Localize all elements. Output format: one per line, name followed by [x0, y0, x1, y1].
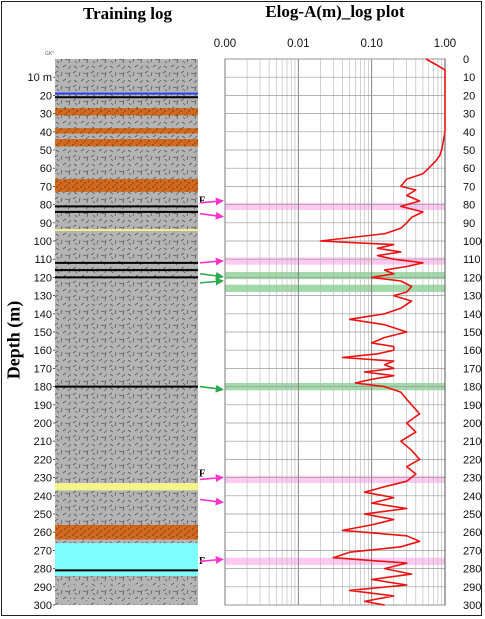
- y-tick-label: 20: [463, 90, 475, 102]
- left-depth-tick: 180: [34, 382, 52, 394]
- y-tick-label: 280: [463, 564, 481, 576]
- highlight-band-magenta: [225, 557, 445, 565]
- y-tick-label: 40: [463, 127, 475, 139]
- left-depth-tick: 200: [34, 418, 52, 430]
- arrow-magenta: [199, 211, 224, 220]
- x-tick-label: 0.01: [287, 38, 309, 50]
- left-depth-tick: 300: [34, 600, 52, 612]
- y-tick-label: 220: [463, 454, 481, 466]
- left-depth-tick: 140: [34, 309, 52, 321]
- layer-yellow-4: [55, 483, 198, 491]
- left-depth-tick: 220: [34, 454, 52, 466]
- left-depth-tick: 70: [40, 181, 52, 193]
- y-tick-label: 290: [463, 582, 481, 594]
- highlight-band-magenta: [225, 475, 445, 484]
- left-depth-tick: 290: [34, 582, 52, 594]
- training-log-title: Training log: [83, 4, 172, 23]
- highlight-band-magenta: [225, 257, 445, 265]
- left-depth-tick: 240: [34, 491, 52, 503]
- layer-orange-0: [55, 108, 198, 116]
- y-tick-label: 150: [463, 327, 481, 339]
- arrow-magenta: [199, 474, 224, 483]
- y-tick-label: 210: [463, 436, 481, 448]
- layer-orange-2: [55, 139, 198, 147]
- y-tick-label: 170: [463, 363, 481, 375]
- left-depth-tick: 150: [34, 327, 52, 339]
- left-depth-tick: 110: [34, 254, 52, 266]
- arrow-magenta: [199, 497, 224, 506]
- y-tick-label: 250: [463, 509, 481, 521]
- left-depth-tick: 210: [34, 436, 52, 448]
- layer-orange-5: [55, 524, 198, 540]
- y-tick-label: 70: [463, 181, 475, 193]
- left-depth-tick: 20: [40, 90, 52, 102]
- rock-background: [55, 59, 198, 605]
- highlight-band-magenta: [225, 202, 445, 211]
- left-depth-tick: 10 m: [28, 72, 52, 84]
- fault-mark: F: [199, 196, 205, 207]
- y-tick-label: 230: [463, 473, 481, 485]
- left-depth-tick: 80: [40, 200, 52, 212]
- y-tick-label: 160: [463, 345, 481, 357]
- arrow-green: [199, 384, 224, 393]
- left-depth-tick: 30: [40, 109, 52, 121]
- left-depth-tick: 100: [34, 236, 52, 248]
- fault-mark: F: [199, 469, 205, 480]
- left-depth-tick: 130: [34, 291, 52, 303]
- left-depth-tick: 260: [34, 527, 52, 539]
- left-depth-tick: 120: [34, 272, 52, 284]
- x-tick-label: 0.10: [360, 38, 382, 50]
- left-depth-tick: 230: [34, 473, 52, 485]
- arrow-magenta: [199, 197, 224, 206]
- y-tick-label: 60: [463, 163, 475, 175]
- correlation-arrows: [199, 197, 224, 564]
- layer-orange-3: [55, 179, 198, 192]
- y-tick-label: 200: [463, 418, 481, 430]
- arrow-magenta: [199, 257, 224, 266]
- y-tick-label: 240: [463, 491, 481, 503]
- y-tick-label: 120: [463, 272, 481, 284]
- y-tick-label: 90: [463, 218, 475, 230]
- y-tick-label: 50: [463, 145, 475, 157]
- log-plot-area: 0.00 0.01 0.10 1.00 0 10 20 30 40 50 60 70 80 90 100 11…: [214, 38, 482, 612]
- left-depth-tick: 90: [40, 218, 52, 230]
- y-tick-label: 260: [463, 527, 481, 539]
- y-tick-label: 10: [463, 72, 475, 84]
- training-log-column: GK°FFF10 m203040506070809010011012013014…: [28, 51, 206, 612]
- arrow-green: [199, 271, 224, 280]
- left-depth-tick: 280: [34, 564, 52, 576]
- x-tick-label: 1.00: [434, 38, 456, 50]
- arrow-green: [199, 277, 224, 286]
- y-tick-label: 300: [463, 600, 481, 612]
- log-header-label: GK°: [45, 51, 54, 57]
- left-depth-tick: 50: [40, 145, 52, 157]
- layer-orange-1: [55, 128, 198, 134]
- y-tick-label: 270: [463, 545, 481, 557]
- highlight-band-green: [225, 284, 445, 292]
- left-depth-tick: 170: [34, 363, 52, 375]
- chart-title: Elog-A(m)_log plot: [265, 2, 405, 21]
- left-depth-tick: 190: [34, 400, 52, 412]
- y-tick-label: 0: [463, 54, 469, 66]
- y-tick-label: 140: [463, 309, 481, 321]
- y-tick-label: 190: [463, 400, 481, 412]
- y-tick-label: 30: [463, 109, 475, 121]
- highlight-band-green: [225, 271, 445, 280]
- y-tick-label: 80: [463, 200, 475, 212]
- left-depth-tick: 40: [40, 127, 52, 139]
- arrow-magenta: [199, 555, 224, 564]
- left-depth-tick: 270: [34, 545, 52, 557]
- y-tick-label: 130: [463, 291, 481, 303]
- x-tick-label: 0.00: [214, 38, 236, 50]
- left-depth-tick: 160: [34, 345, 52, 357]
- left-depth-tick: 60: [40, 163, 52, 175]
- elog-curve: [319, 58, 446, 606]
- y-tick-label: 100: [463, 236, 481, 248]
- y-tick-label: 110: [463, 254, 481, 266]
- left-depth-tick: 250: [34, 509, 52, 521]
- y-tick-label: 180: [463, 382, 481, 394]
